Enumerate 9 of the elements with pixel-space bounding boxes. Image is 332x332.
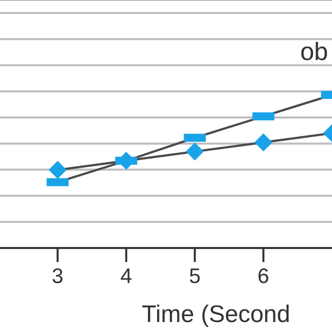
point	[254, 133, 272, 152]
point	[48, 160, 67, 179]
x-tick-label: 5	[188, 264, 201, 288]
x-tick-label: 6	[258, 264, 270, 288]
x-tick-label: 3	[52, 264, 64, 288]
text: ob	[300, 38, 328, 67]
x-axis-title: Time (Second	[142, 301, 290, 328]
point	[186, 142, 204, 161]
x-tick-label: 4	[120, 264, 132, 288]
